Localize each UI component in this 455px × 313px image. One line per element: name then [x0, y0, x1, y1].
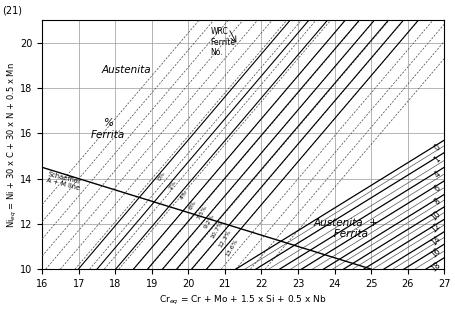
Text: 0%: 0%	[157, 171, 166, 182]
Text: (21): (21)	[2, 5, 22, 15]
Text: 16: 16	[428, 246, 441, 259]
Text: 10.7%: 10.7%	[210, 220, 224, 239]
Text: 1: 1	[432, 155, 441, 165]
Text: 9.2%: 9.2%	[202, 213, 215, 230]
Y-axis label: Ni$_{eq}$ = Ni + 30 x C + 30 x N + 0.5 x Mn: Ni$_{eq}$ = Ni + 30 x C + 30 x N + 0.5 x…	[5, 62, 19, 228]
Text: Austenita  +
   Ferrita: Austenita + Ferrita	[313, 218, 377, 239]
Text: 6%: 6%	[188, 199, 197, 210]
Text: 4: 4	[432, 170, 441, 179]
Text: Austenita: Austenita	[101, 65, 151, 75]
Text: 18: 18	[428, 260, 441, 273]
Text: WRC
Ferrite
No.: WRC Ferrite No.	[210, 27, 235, 57]
Text: 2%: 2%	[168, 180, 177, 191]
X-axis label: Cr$_{eq}$ = Cr + Mo + 1.5 x Si + 0.5 x Nb: Cr$_{eq}$ = Cr + Mo + 1.5 x Si + 0.5 x N…	[159, 294, 326, 307]
Text: 8: 8	[432, 197, 441, 207]
Text: 6: 6	[432, 183, 441, 193]
Text: 4%: 4%	[179, 189, 188, 200]
Text: 7.5%: 7.5%	[195, 204, 207, 221]
Text: 14: 14	[428, 234, 441, 247]
Text: 10: 10	[428, 209, 441, 222]
Text: 12.3%: 12.3%	[217, 229, 231, 249]
Text: Schaeffler
A + M line: Schaeffler A + M line	[46, 171, 82, 192]
Text: 0: 0	[432, 142, 441, 152]
Text: %
Ferrita: % Ferrita	[91, 118, 125, 140]
Text: 13.6%: 13.6%	[224, 238, 238, 257]
Text: 12: 12	[428, 222, 441, 235]
